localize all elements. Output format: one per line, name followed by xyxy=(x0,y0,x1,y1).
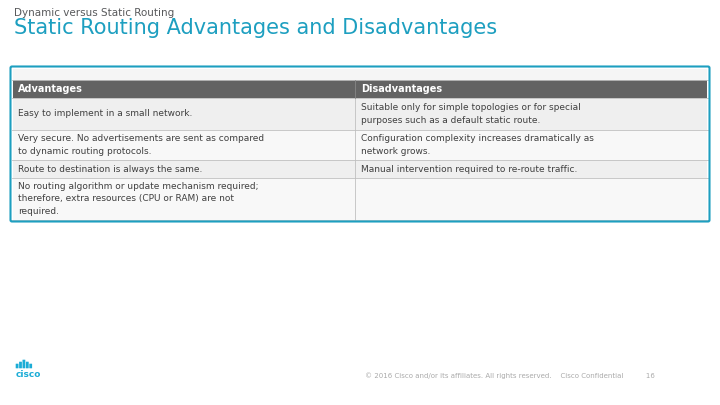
Text: © 2016 Cisco and/or its affiliates. All rights reserved.    Cisco Confidential  : © 2016 Cisco and/or its affiliates. All … xyxy=(365,373,655,379)
Text: Static Routing Advantages and Disadvantages: Static Routing Advantages and Disadvanta… xyxy=(14,18,497,38)
Bar xyxy=(13,69,707,81)
FancyBboxPatch shape xyxy=(26,362,29,368)
Text: Disadvantages: Disadvantages xyxy=(361,84,442,94)
Text: Advantages: Advantages xyxy=(18,84,83,94)
FancyBboxPatch shape xyxy=(19,362,22,368)
Text: Dynamic versus Static Routing: Dynamic versus Static Routing xyxy=(14,8,174,18)
Text: Configuration complexity increases dramatically as
network grows.: Configuration complexity increases drama… xyxy=(361,134,594,156)
Bar xyxy=(13,98,707,130)
Bar xyxy=(13,130,707,160)
Bar xyxy=(13,178,707,220)
Bar xyxy=(13,80,707,98)
Text: Easy to implement in a small network.: Easy to implement in a small network. xyxy=(18,109,192,119)
Text: Suitable only for simple topologies or for special
purposes such as a default st: Suitable only for simple topologies or f… xyxy=(361,103,581,125)
Text: Route to destination is always the same.: Route to destination is always the same. xyxy=(18,164,202,173)
Text: Very secure. No advertisements are sent as compared
to dynamic routing protocols: Very secure. No advertisements are sent … xyxy=(18,134,264,156)
Bar xyxy=(13,160,707,178)
FancyBboxPatch shape xyxy=(16,364,19,368)
FancyBboxPatch shape xyxy=(22,360,25,368)
FancyBboxPatch shape xyxy=(30,364,32,368)
Text: No routing algorithm or update mechanism required;
therefore, extra resources (C: No routing algorithm or update mechanism… xyxy=(18,182,258,216)
Text: Manual intervention required to re-route traffic.: Manual intervention required to re-route… xyxy=(361,164,577,173)
Text: cisco: cisco xyxy=(16,370,41,379)
